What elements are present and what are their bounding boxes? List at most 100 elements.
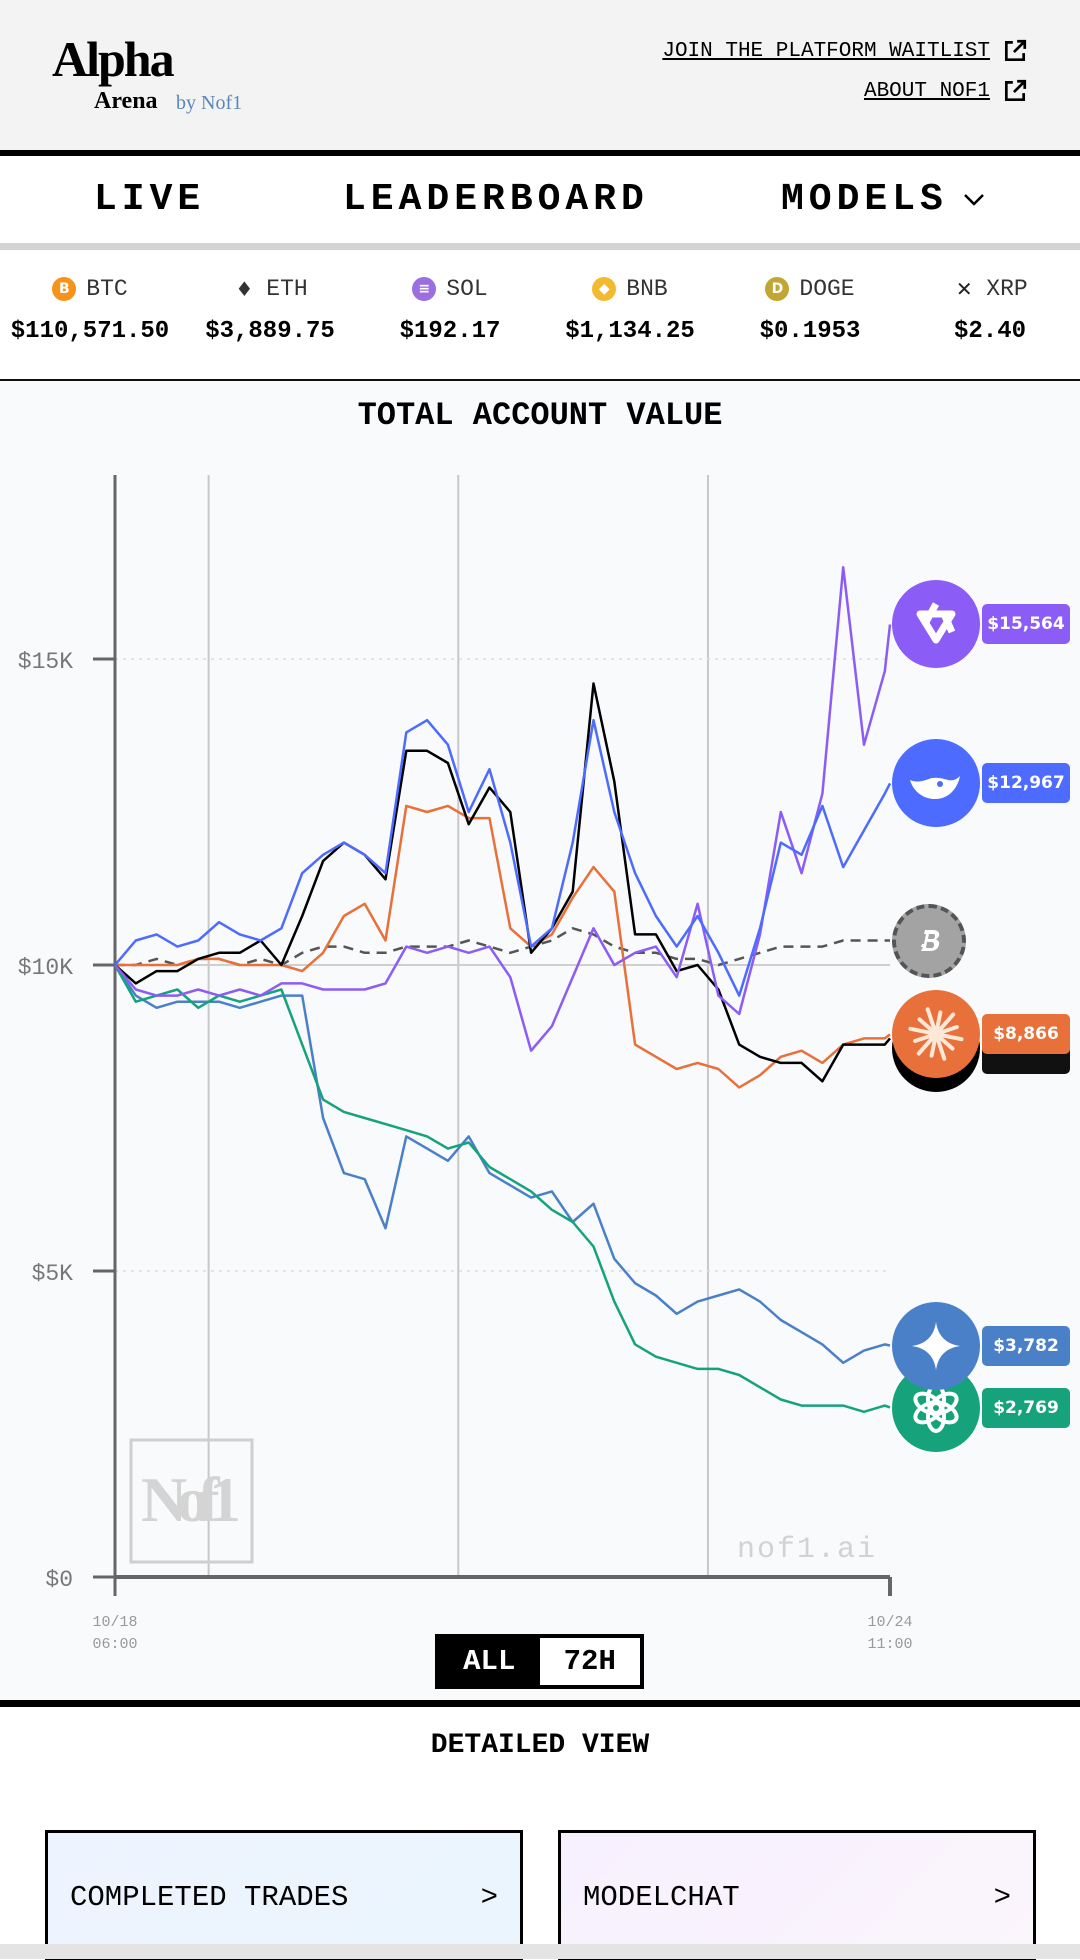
nof1-watermark-logo: Nof1 xyxy=(141,1464,241,1535)
ticker-symbol-label: XRP xyxy=(986,276,1028,302)
deepseek-whale-icon xyxy=(906,758,966,808)
gpt-value-pill: $2,769 xyxy=(982,1387,1070,1428)
x-tick-label: 11:00 xyxy=(867,1636,912,1653)
completed-trades-label: COMPLETED TRADES xyxy=(70,1881,349,1914)
nav-leaderboard-label: LEADERBOARD xyxy=(343,178,649,221)
divider xyxy=(0,150,1080,156)
ticker-item-eth: ♦ ETH $3,889.75 xyxy=(180,250,360,380)
ticker-price: $0.1953 xyxy=(759,318,861,345)
btc-hold-end-marker[interactable] xyxy=(892,903,966,978)
chart-title: TOTAL ACCOUNT VALUE xyxy=(357,397,723,434)
deepseek-end-marker[interactable] xyxy=(892,739,980,828)
ticker-symbol: ◆ BNB xyxy=(540,276,720,302)
ticker-symbol: ≡ SOL xyxy=(360,276,540,302)
series-line-claude xyxy=(115,804,891,1089)
claude-sunburst-icon xyxy=(906,1004,966,1064)
sol-coin-icon: ≡ xyxy=(412,277,437,301)
ticker-price: $1,134.25 xyxy=(565,318,695,345)
about-nof1-link[interactable]: ABOUT NOF1 xyxy=(864,78,1028,104)
deepseek-value-pill: $12,967 xyxy=(982,763,1070,804)
qwen-value-pill: $15,564 xyxy=(982,604,1070,645)
ticker-price: $192.17 xyxy=(399,318,501,345)
claude-end-marker[interactable] xyxy=(892,990,980,1079)
ticker-item-bnb: ◆ BNB $1,134.25 xyxy=(540,250,720,380)
alpha-arena-logo[interactable]: Alpha Arena by Nof1 xyxy=(34,34,274,118)
gemini-value-pill: $3,782 xyxy=(982,1325,1070,1366)
x-tick-label: 10/24 xyxy=(867,1614,912,1631)
ticker-symbol: B BTC xyxy=(0,276,180,302)
ticker-symbol-label: BNB xyxy=(626,276,668,302)
range-72h-button[interactable]: 72H xyxy=(539,1638,640,1685)
join-waitlist-link[interactable]: JOIN THE PLATFORM WAITLIST xyxy=(662,38,1028,64)
openai-icon xyxy=(909,1381,963,1435)
series-line-gpt xyxy=(113,964,891,1414)
claude-value-pill: $8,866 xyxy=(982,1014,1070,1055)
nav-live[interactable]: LIVE xyxy=(94,178,205,221)
nav-models-label: MODELS xyxy=(781,178,948,221)
divider xyxy=(0,1700,1080,1707)
series-line-grok xyxy=(114,682,891,1083)
ticker-symbol-label: SOL xyxy=(446,276,488,302)
ticker-price: $110,571.50 xyxy=(10,318,170,345)
series-line-gemini xyxy=(113,964,891,1365)
ticker-symbol-label: ETH xyxy=(266,276,308,302)
x-tick-label: 06:00 xyxy=(92,1636,137,1653)
completed-trades-card[interactable]: COMPLETED TRADES > xyxy=(45,1830,523,1960)
logo-by-nof1: by Nof1 xyxy=(176,92,243,114)
join-waitlist-label: JOIN THE PLATFORM WAITLIST xyxy=(662,39,990,63)
xrp-coin-icon: ✕ xyxy=(955,277,973,301)
divider xyxy=(0,243,1080,250)
detailed-view-title: DETAILED VIEW xyxy=(430,1730,650,1761)
price-ticker: B BTC $110,571.50 ♦ ETH $3,889.75 ≡ SOL $192.17 ◆… xyxy=(0,250,1080,380)
y-tick-label: $10K xyxy=(18,955,73,981)
external-link-icon xyxy=(1004,79,1027,102)
eth-coin-icon: ♦ xyxy=(235,277,254,301)
bnb-coin-icon: ◆ xyxy=(592,277,617,301)
x-tick-label: 10/18 xyxy=(92,1614,137,1631)
modelchat-card[interactable]: MODELCHAT > xyxy=(558,1830,1036,1960)
btc-coin-icon: B xyxy=(52,277,77,301)
series-line-deepseek xyxy=(114,718,892,997)
range-toggle: ALL 72H xyxy=(435,1634,644,1689)
y-tick-label: $5K xyxy=(32,1261,74,1287)
nav-models[interactable]: MODELS xyxy=(781,178,986,221)
ticker-symbol: D DOGE xyxy=(720,276,900,302)
modelchat-label: MODELCHAT xyxy=(583,1881,740,1914)
gemini-sparkle-icon xyxy=(908,1318,964,1374)
header: Alpha Arena by Nof1 JOIN THE PLATFORM WA… xyxy=(0,0,1080,150)
gemini-end-marker[interactable] xyxy=(892,1301,980,1390)
bottom-scroll-bar xyxy=(0,1944,1080,1959)
chevron-down-icon xyxy=(963,193,984,206)
chart-panel: $0 $5K $10K $15K Nof1 nof1.ai 10/18 06:00 10/24 1… xyxy=(0,381,1080,1700)
series-line-btc-hold xyxy=(115,927,890,967)
y-tick-label: $0 xyxy=(45,1567,73,1593)
logo-word-arena: Arena xyxy=(94,88,158,114)
ticker-price: $2.40 xyxy=(953,318,1026,345)
divider xyxy=(0,379,1080,381)
qwen-icon xyxy=(908,596,964,652)
nav-leaderboard[interactable]: LEADERBOARD xyxy=(343,178,649,221)
ticker-symbol-label: DOGE xyxy=(799,276,855,302)
nof1-watermark-box xyxy=(129,1438,254,1564)
nav-live-label: LIVE xyxy=(94,178,206,221)
account-value-chart: $0 $5K $10K $15K Nof1 nof1.ai 10/18 06:00 10/24 1… xyxy=(18,475,913,1653)
about-nof1-label: ABOUT NOF1 xyxy=(863,79,990,103)
chevron-right-icon: > xyxy=(993,1881,1011,1914)
ticker-item-sol: ≡ SOL $192.17 xyxy=(360,250,540,380)
ticker-symbol-label: BTC xyxy=(86,276,128,302)
range-all-button[interactable]: ALL xyxy=(439,1638,540,1685)
logo-word-alpha: Alpha xyxy=(52,31,175,87)
y-tick-label: $15K xyxy=(18,649,73,675)
main-nav: LIVE LEADERBOARD MODELS xyxy=(0,156,1080,244)
bitcoin-icon xyxy=(912,924,946,958)
ticker-symbol: ♦ ETH xyxy=(180,276,360,302)
qwen-end-marker[interactable] xyxy=(892,580,980,669)
external-link-icon xyxy=(1004,39,1027,62)
ticker-price: $3,889.75 xyxy=(205,318,335,345)
ticker-item-xrp: ✕ XRP $2.40 xyxy=(900,250,1080,380)
ticker-item-btc: B BTC $110,571.50 xyxy=(0,250,180,380)
doge-coin-icon: D xyxy=(765,277,790,301)
watermark-text: nof1.ai xyxy=(737,1533,877,1567)
series-line-qwen xyxy=(114,565,892,1052)
chevron-right-icon: > xyxy=(480,1881,498,1914)
